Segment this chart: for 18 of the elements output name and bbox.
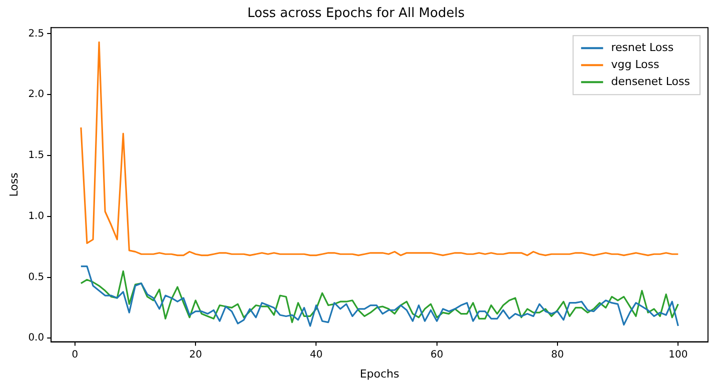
x-tick-label: 20 <box>189 349 202 360</box>
legend-label: vgg Loss <box>611 58 660 71</box>
y-tick-label: 1.5 <box>28 150 44 162</box>
x-tick-label: 0 <box>72 349 78 360</box>
y-axis-title: Loss <box>7 172 20 197</box>
x-tick-label: 100 <box>668 349 688 360</box>
y-tick-label: 2.0 <box>28 89 44 100</box>
x-tick-label: 60 <box>430 349 444 360</box>
legend-label: resnet Loss <box>611 40 674 54</box>
y-tick-label: 2.5 <box>28 28 44 40</box>
x-tick-label: 40 <box>310 349 323 360</box>
x-axis-title: Epochs <box>360 367 400 380</box>
chart-title: Loss across Epochs for All Models <box>247 6 465 22</box>
legend-label: densenet Loss <box>611 74 690 88</box>
y-tick-label: 0.5 <box>28 272 44 283</box>
y-tick-label: 0.0 <box>28 332 44 344</box>
x-tick-label: 80 <box>551 349 564 360</box>
y-tick-label: 1.0 <box>28 210 44 222</box>
